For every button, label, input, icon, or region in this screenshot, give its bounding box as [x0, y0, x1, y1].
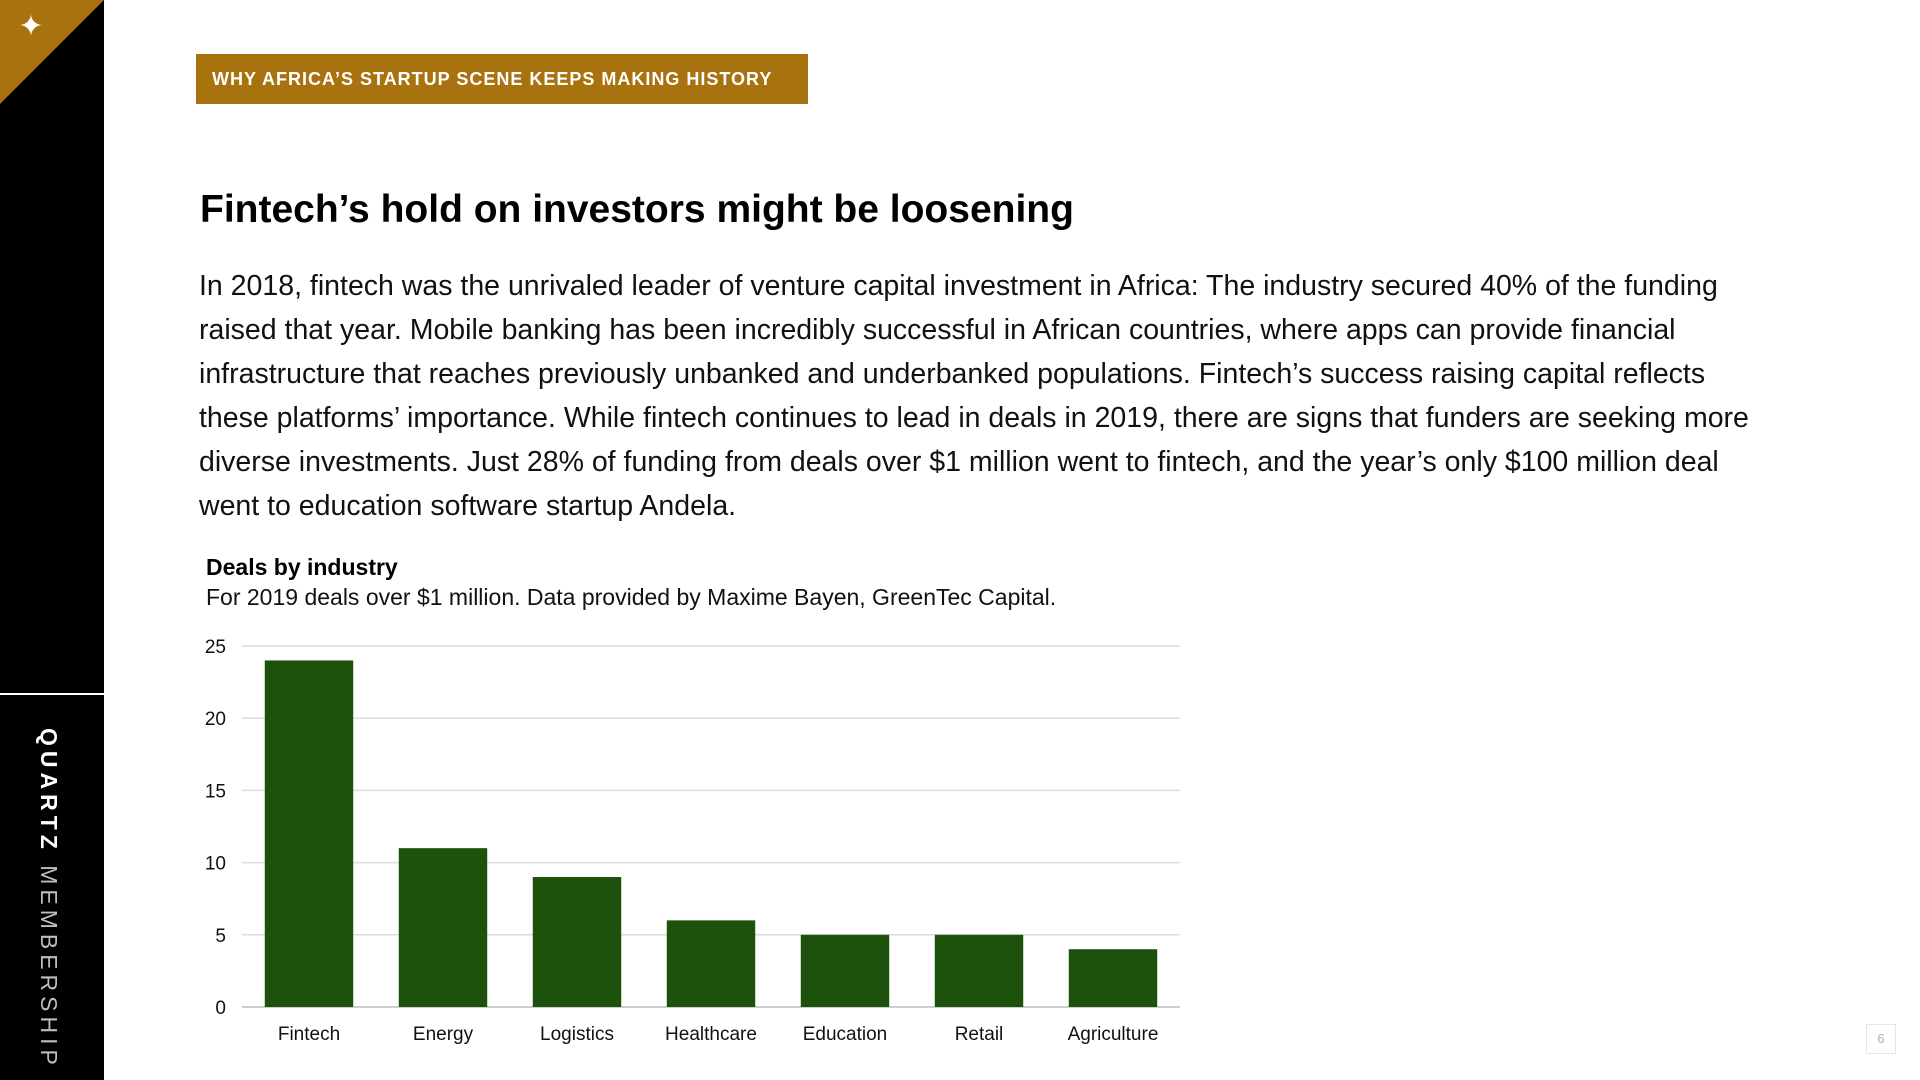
x-tick-label: Agriculture [1068, 1024, 1159, 1045]
x-tick-label: Healthcare [665, 1024, 757, 1045]
x-tick-label: Education [803, 1024, 888, 1045]
bar-education [800, 934, 890, 1007]
chart-subtitle: For 2019 deals over $1 million. Data pro… [206, 584, 1057, 610]
y-tick-label: 0 [215, 998, 226, 1019]
y-tick-label: 20 [205, 709, 226, 730]
bar-energy [398, 848, 488, 1007]
y-tick-label: 5 [215, 926, 226, 947]
bar-healthcare [666, 920, 756, 1007]
sidebar: ✦ QUARTZ MEMBERSHIP [0, 0, 104, 1080]
page-number: 6 [1866, 1024, 1896, 1054]
section-kicker: WHY AFRICA’S STARTUP SCENE KEEPS MAKING … [196, 54, 808, 104]
y-tick-label: 25 [205, 637, 226, 658]
x-tick-label: Retail [955, 1024, 1004, 1045]
x-tick-label: Logistics [540, 1024, 614, 1045]
page-title: Fintech’s hold on investors might be loo… [200, 188, 1074, 231]
x-tick-label: Energy [413, 1024, 474, 1045]
bar-agriculture [1068, 949, 1158, 1007]
bar-retail [934, 934, 1024, 1007]
sparkle-icon: ✦ [18, 10, 44, 43]
x-tick-label: Fintech [278, 1024, 340, 1045]
bar-fintech [264, 660, 354, 1007]
y-tick-label: 15 [205, 781, 226, 802]
body-paragraph: In 2018, fintech was the unrivaled leade… [199, 270, 1749, 522]
y-tick-label: 10 [205, 854, 226, 875]
corner-accent [0, 0, 104, 104]
bar-logistics [532, 877, 622, 1007]
chart-title: Deals by industry [206, 554, 398, 580]
sidebar-divider [0, 693, 104, 695]
